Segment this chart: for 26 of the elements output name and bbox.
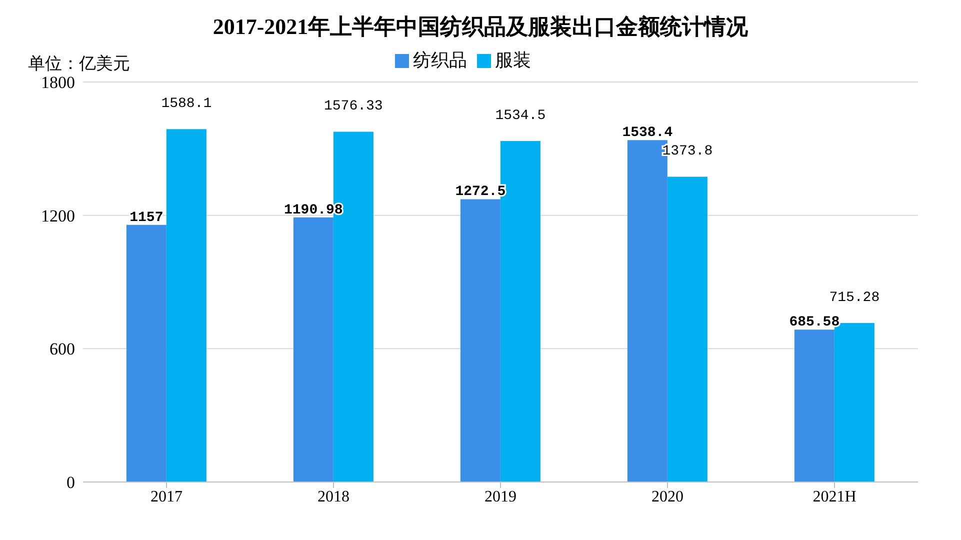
y-tick-label: 1200 [41, 206, 75, 226]
chart-title: 2017-2021年上半年中国纺织品及服装出口金额统计情况 [212, 13, 750, 41]
legend-label: 纺织品 [413, 50, 467, 71]
text: 单位：亿美元 [28, 53, 130, 75]
data-label: 1538.4 [622, 125, 673, 142]
bar [794, 330, 834, 482]
bar [460, 199, 500, 482]
bar [166, 129, 206, 482]
data-label: 685.58 [789, 314, 840, 331]
data-label: 1576.33 [324, 98, 383, 115]
x-tick-label: 2018 [318, 488, 350, 506]
data-label: 1534.5 [495, 108, 546, 124]
bar [126, 224, 166, 482]
legend-label: 服装 [495, 50, 531, 71]
data-label: 1588.1 [161, 96, 212, 112]
y-tick-label: 600 [50, 340, 75, 359]
x-tick-label: 2021H [812, 488, 857, 506]
x-tick-label: 2017 [150, 488, 182, 506]
bar [293, 217, 334, 482]
bar [667, 176, 708, 482]
y-tick-label: 0 [66, 473, 75, 492]
data-label: 1157 [130, 210, 164, 226]
x-tick-label: 2020 [652, 488, 684, 506]
data-label: 715.28 [829, 290, 880, 306]
y-tick-label: 1800 [41, 73, 75, 92]
x-tick-label: 2019 [484, 488, 516, 506]
